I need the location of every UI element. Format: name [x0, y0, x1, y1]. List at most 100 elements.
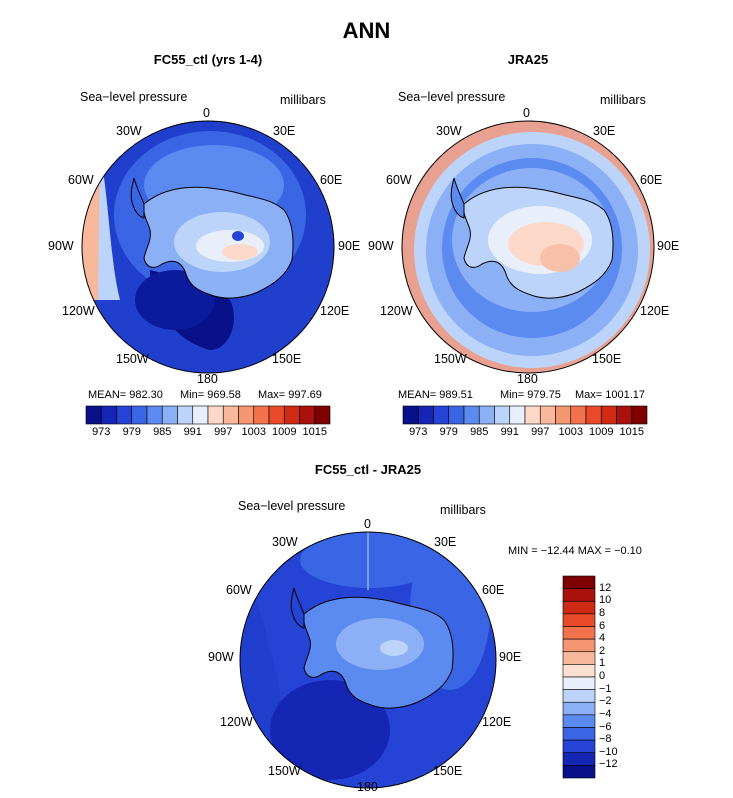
lon-label-120e: 120E [320, 304, 350, 318]
lon-label-30e: 30E [273, 124, 296, 138]
panel-fc55-title: FC55_ctl (yrs 1-4) [153, 52, 263, 67]
lon-label-90w: 90W [48, 239, 74, 253]
colorbar-tick-label: 1003 [558, 426, 583, 438]
colorbar-tick-label: −2 [599, 695, 612, 708]
colorbar-tick-label: 997 [531, 426, 550, 438]
colorbar-tick-label: −1 [599, 682, 612, 695]
lon-label-180: 180 [357, 780, 378, 794]
panel-jra25-title: JRA25 [507, 52, 549, 67]
panel-diff-title: FC55_ctl - JRA25 [314, 462, 422, 477]
colorbar-box [562, 588, 596, 602]
colorbar-box [494, 405, 511, 425]
panel-jra25-max: Max= 1001.17 [575, 389, 646, 401]
panel-fc55-units-label: millibars [280, 93, 326, 107]
panel-fc55-map [81, 120, 335, 374]
panel-fc55-mean: MEAN= 982.30 [88, 389, 163, 401]
colorbar-tick-label: 985 [470, 426, 489, 438]
lon-label-90w: 90W [208, 650, 234, 664]
panel-jra25-units-label: millibars [600, 93, 646, 107]
lon-label-180: 180 [197, 372, 218, 386]
colorbar-box [562, 626, 596, 640]
colorbar-box [402, 405, 419, 425]
colorbar-box [161, 405, 178, 425]
lon-label-150w: 150W [268, 764, 301, 778]
colorbar-box [616, 405, 633, 425]
colorbar-box [539, 405, 556, 425]
colorbar-box [562, 676, 596, 690]
colorbar-tick-label: 10 [599, 594, 612, 607]
lon-label-60w: 60W [226, 583, 252, 597]
colorbar-box [562, 752, 596, 766]
colorbar-tick-label: 991 [183, 426, 202, 438]
panel-fc55-field-label: Sea−level pressure [80, 90, 188, 104]
colorbar-box [524, 405, 541, 425]
lon-label-90e: 90E [657, 239, 680, 253]
colorbar-box [600, 405, 617, 425]
lon-label-120w: 120W [62, 304, 95, 318]
colorbar-box [562, 727, 596, 741]
colorbar-box [116, 405, 133, 425]
colorbar-box [562, 600, 596, 615]
lon-label-30w: 30W [116, 124, 142, 138]
panel-fc55-max: Max= 997.69 [258, 389, 322, 401]
colorbar-tick-label: 991 [500, 426, 519, 438]
colorbar-box [253, 405, 270, 425]
lon-label-60e: 60E [640, 173, 663, 187]
colorbar-tick-label: 1003 [241, 426, 266, 438]
colorbar-box [177, 405, 194, 425]
colorbar-box [314, 405, 331, 425]
lon-label-150e: 150E [272, 352, 302, 366]
colorbar-tick-label: 985 [153, 426, 172, 438]
colorbar-box [192, 405, 209, 425]
colorbar-box [85, 405, 102, 425]
lon-label-90w: 90W [368, 239, 394, 253]
colorbar-box [463, 405, 480, 425]
panel-jra25-mean: MEAN= 989.51 [398, 389, 473, 401]
colorbar-box [417, 405, 434, 425]
panel-jra25-field-label: Sea−level pressure [398, 90, 506, 104]
panel-diff-field-label: Sea−level pressure [238, 499, 346, 513]
colorbar-tick-label: −4 [599, 707, 612, 720]
colorbar-tick-label: −8 [599, 733, 612, 746]
colorbar-tick-label: 6 [599, 619, 606, 632]
panel-diff-minmax: MIN = −12.44 MAX = −0.10 [508, 545, 642, 557]
lon-label-60w: 60W [68, 173, 94, 187]
lon-label-60w: 60W [386, 173, 412, 187]
lon-label-0: 0 [364, 517, 371, 531]
colorbar-tick-label: 8 [599, 606, 606, 619]
lon-label-90e: 90E [499, 650, 522, 664]
colorbar-box [222, 405, 239, 425]
lon-label-120e: 120E [482, 715, 512, 729]
colorbar-tick-label: 979 [122, 426, 141, 438]
colorbar-box [562, 613, 596, 627]
colorbar-box [131, 405, 148, 425]
colorbar-box [562, 701, 596, 716]
panel-diff-units-label: millibars [440, 503, 486, 517]
colorbar-box [299, 405, 316, 425]
colorbar-box [562, 651, 596, 665]
colorbar-tick-label: 4 [599, 632, 606, 645]
lon-label-120w: 120W [380, 304, 413, 318]
colorbar-diff [562, 575, 596, 779]
colorbar-box [448, 405, 465, 425]
colorbar-tick-label: 1009 [589, 426, 614, 438]
colorbar-jra25 [402, 405, 648, 425]
colorbar-box [570, 405, 587, 425]
lon-label-150w: 150W [434, 352, 467, 366]
colorbar-box [631, 405, 648, 425]
lon-label-150e: 150E [592, 352, 622, 366]
colorbar-tick-label: 12 [599, 581, 612, 594]
colorbar-tick-label: 973 [92, 426, 111, 438]
lon-label-120e: 120E [640, 304, 670, 318]
colorbar-tick-label: 979 [439, 426, 458, 438]
colorbar-box [238, 405, 255, 425]
lon-label-30e: 30E [434, 535, 457, 549]
colorbar-box [509, 405, 526, 425]
colorbar-box [207, 405, 224, 425]
colorbar-box [100, 405, 117, 425]
colorbar-box [562, 765, 596, 779]
page-title: ANN [342, 18, 391, 43]
colorbar-box [555, 405, 572, 425]
lon-label-30e: 30E [593, 124, 616, 138]
